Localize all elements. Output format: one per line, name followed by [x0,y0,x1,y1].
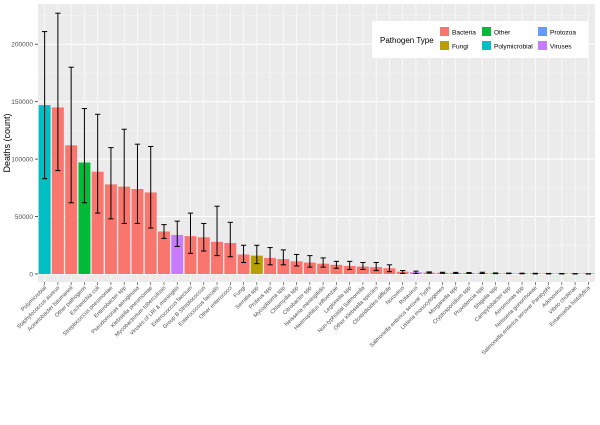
bar [290,261,303,274]
legend-key [482,27,491,36]
bar [158,231,170,274]
legend-label: Fungi [452,44,468,51]
error-bars [42,12,591,275]
bar [303,262,316,274]
legend-label: Bacteria [452,30,476,37]
bar [91,171,104,274]
bar [131,188,144,274]
legend-key [440,41,449,50]
y-tick-label: 50000 [15,214,33,221]
y-axis: 0 50000 100000 150000 200000 [11,42,38,279]
legend-box [372,21,588,58]
legend-label: Polymicrobial [494,44,533,51]
legend-key [482,41,491,50]
bar [317,263,330,274]
bars [38,105,595,274]
bar [184,236,197,274]
y-tick-label: 100000 [11,157,33,164]
bar [38,105,51,274]
bar [211,241,224,274]
legend-label: Protozoa [550,30,576,37]
bar [356,266,369,274]
legend-key [538,41,547,50]
bar [224,242,237,274]
bar [330,264,343,274]
legend-label: Viruses [550,44,572,51]
bar [250,255,263,274]
bar [171,234,184,274]
bar [277,259,290,274]
legend-key [538,27,547,36]
y-axis-title: Deaths (count) [2,113,12,172]
bar [65,145,78,274]
bar [104,184,117,274]
bar [197,237,210,274]
legend-title: Pathogen Type [380,36,434,45]
y-tick-label: 0 [29,272,33,279]
y-tick-label: 200000 [11,42,33,49]
legend: Pathogen Type Bacteria Other Protozoa Fungi… [372,21,588,58]
legend-label: Other [494,30,511,37]
bar [78,162,91,274]
bar [343,265,356,274]
bar [118,186,131,274]
bar [144,192,157,274]
bar [264,257,277,274]
bar [237,254,250,274]
y-tick-label: 150000 [11,99,33,106]
legend-key [440,27,449,36]
bar [51,107,64,274]
